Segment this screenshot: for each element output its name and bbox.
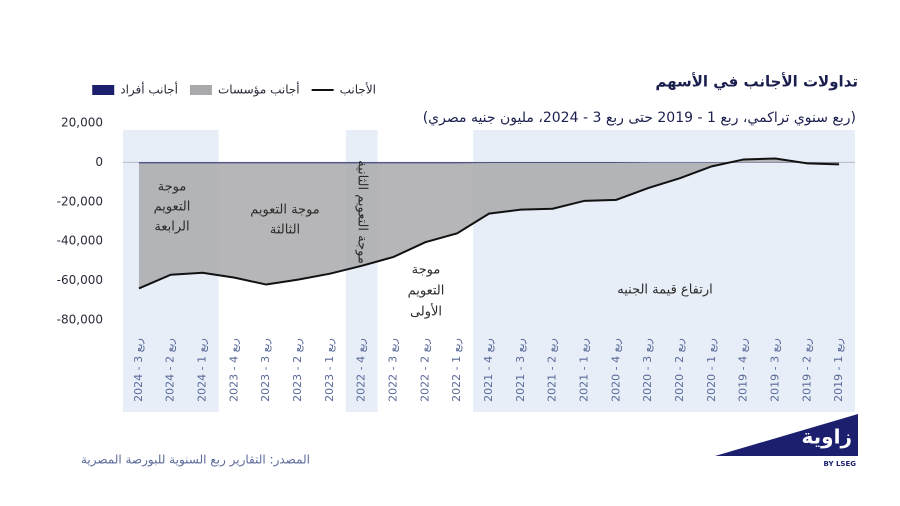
region-label: التعويم: [408, 284, 445, 299]
x-tick-label: ربع 3 - 2020: [641, 338, 654, 402]
region-label: التعويم: [154, 200, 191, 215]
x-tick-label: ربع 2 - 2022: [418, 338, 431, 402]
source: المصدر: التقارير ربع السنوية للبورصة الم…: [81, 453, 310, 468]
x-tick-label: ربع 2 - 2023: [291, 338, 304, 402]
region-label: الأولى: [410, 303, 442, 320]
line: [138, 157, 840, 290]
legend-swatch: [189, 85, 212, 95]
legend-label: الأجانب: [340, 82, 376, 97]
x-tick-label: ربع 1 - 2024: [196, 338, 209, 402]
y-tick-label: 20,000: [61, 116, 103, 130]
x-tick-label: ربع 4 - 2020: [609, 338, 622, 402]
y-tick-label: 0: [95, 155, 103, 169]
x-tick-label: ربع 2 - 2021: [546, 338, 559, 402]
area: [138, 162, 840, 164]
y-tick-label: -20,000: [57, 194, 103, 208]
area: [138, 158, 840, 288]
x-tick-label: ربع 1 - 2023: [323, 338, 336, 402]
x-tick-label: ربع 3 - 2019: [768, 338, 781, 402]
y-tick-label: -60,000: [57, 273, 103, 287]
x-tick-label: ربع 4 - 2023: [227, 338, 240, 402]
x-tick-label: ربع 2 - 2024: [164, 338, 177, 402]
chart-subtitle: (ربع سنوي تراكمي، ربع 1 - 2019 حتى ربع 3…: [423, 110, 856, 126]
y-tick-label: -80,000: [57, 313, 103, 327]
x-tick-label: ربع 2 - 2019: [800, 338, 813, 402]
chart-title: تداولات الأجانب في الأسهم: [655, 73, 858, 91]
legend-label: أجانب أفراد: [120, 82, 178, 98]
x-tick-label: ربع 2 - 2020: [673, 338, 686, 402]
x-tick-label: ربع 1 - 2019: [832, 338, 845, 402]
region-label: الثالثة: [270, 223, 300, 238]
x-tick-label: ربع 1 - 2020: [705, 338, 718, 402]
x-tick-label: ربع 4 - 2019: [737, 338, 750, 402]
region-label: موجة التعويم: [250, 203, 320, 218]
y-tick-label: -40,000: [57, 234, 103, 248]
x-tick-label: ربع 1 - 2022: [450, 338, 463, 402]
region-label: الرابعة: [154, 220, 189, 235]
region-label: موجة: [158, 180, 187, 195]
x-tick-label: ربع 3 - 2022: [387, 338, 400, 402]
x-tick-label: ربع 4 - 2022: [355, 338, 368, 402]
x-tick-label: ربع 3 - 2023: [259, 338, 272, 402]
logo-tagline: BY LSEG: [824, 460, 857, 468]
region-label: موجة: [412, 263, 441, 278]
x-tick-label: ربع 4 - 2021: [482, 338, 495, 402]
logo-name: زاوية: [802, 425, 852, 449]
x-tick-label: ربع 1 - 2021: [577, 338, 590, 402]
legend-swatch: [92, 85, 115, 95]
legend: الأجانب أجانب مؤسسات أجانب أفراد: [92, 82, 376, 98]
x-tick-label: ربع 3 - 2021: [514, 338, 527, 402]
logo-shape: [715, 414, 858, 456]
legend-label: أجانب مؤسسات: [218, 82, 300, 98]
x-tick-label: ربع 3 - 2024: [132, 338, 145, 402]
region-label: ارتفاع قيمة الجنيه: [617, 283, 712, 298]
region-label: موجة التعويم الثانية: [355, 160, 370, 264]
